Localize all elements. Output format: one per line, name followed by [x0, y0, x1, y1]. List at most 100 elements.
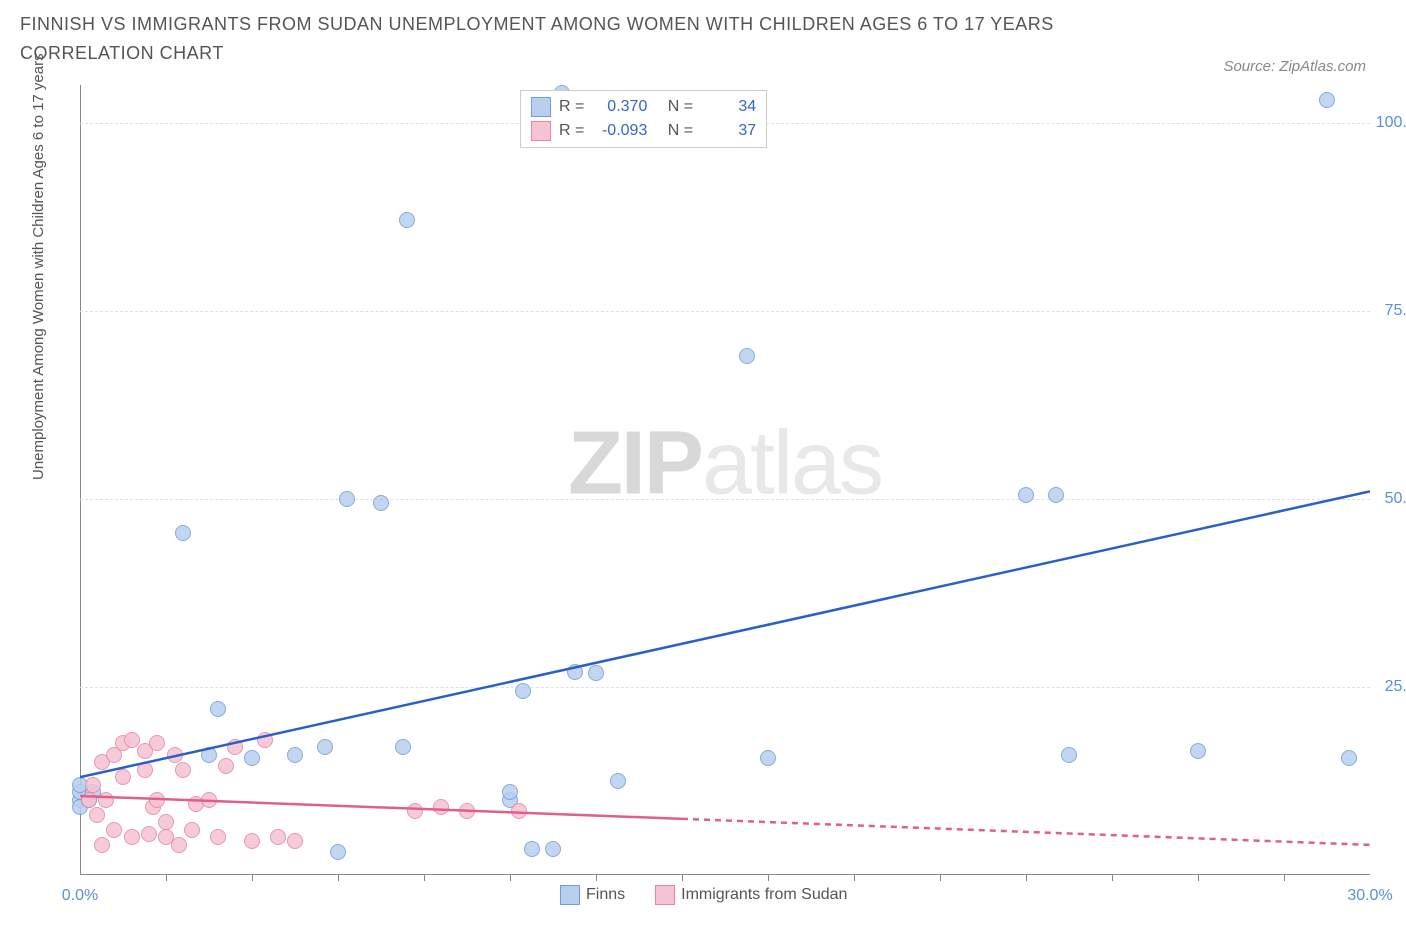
data-point [85, 777, 101, 793]
legend-swatch-sudan [655, 885, 675, 905]
stats-row-sudan: R = -0.093 N = 37 [531, 119, 756, 143]
data-point [94, 837, 110, 853]
data-point [257, 732, 273, 748]
data-point [124, 829, 140, 845]
stat-n-value-sudan: 37 [701, 119, 756, 143]
data-point [433, 799, 449, 815]
data-point [81, 792, 97, 808]
legend-label-finns: Finns [586, 886, 625, 904]
x-minor-tick [682, 875, 683, 881]
data-point [760, 750, 776, 766]
legend-item-finns: Finns [560, 885, 625, 905]
data-point [407, 803, 423, 819]
data-point [502, 784, 518, 800]
y-tick-label: 75.0% [1385, 302, 1406, 320]
correlation-stats-box: R = 0.370 N = 34 R = -0.093 N = 37 [520, 90, 767, 148]
y-tick-label: 50.0% [1385, 490, 1406, 508]
x-minor-tick [1284, 875, 1285, 881]
data-point [395, 739, 411, 755]
x-minor-tick [768, 875, 769, 881]
x-minor-tick [1112, 875, 1113, 881]
data-point [1190, 743, 1206, 759]
data-point [141, 826, 157, 842]
stat-r-label: R = [559, 95, 584, 119]
legend-label-sudan: Immigrants from Sudan [681, 886, 847, 904]
x-minor-tick [252, 875, 253, 881]
data-point [137, 762, 153, 778]
x-minor-tick [338, 875, 339, 881]
data-point [399, 212, 415, 228]
data-point [339, 491, 355, 507]
data-point [511, 803, 527, 819]
data-point [149, 792, 165, 808]
data-point [98, 792, 114, 808]
data-point [106, 822, 122, 838]
grid-line [80, 311, 1370, 312]
data-point [175, 762, 191, 778]
stat-n-label: N = [668, 95, 693, 119]
data-point [739, 348, 755, 364]
data-point [244, 750, 260, 766]
x-minor-tick [424, 875, 425, 881]
data-point [210, 701, 226, 717]
data-point [175, 525, 191, 541]
y-tick-label: 25.0% [1385, 678, 1406, 696]
data-point [167, 747, 183, 763]
data-point [567, 664, 583, 680]
x-minor-tick [596, 875, 597, 881]
data-point [115, 769, 131, 785]
legend: Finns Immigrants from Sudan [560, 885, 847, 905]
data-point [373, 495, 389, 511]
grid-line [80, 687, 1370, 688]
x-minor-tick [1198, 875, 1199, 881]
y-axis-label: Unemployment Among Women with Children A… [30, 53, 47, 480]
stat-n-label: N = [668, 119, 693, 143]
data-point [218, 758, 234, 774]
chart-title: FINNISH VS IMMIGRANTS FROM SUDAN UNEMPLO… [20, 10, 1120, 68]
data-point [588, 665, 604, 681]
data-point [545, 841, 561, 857]
x-minor-tick [166, 875, 167, 881]
data-point [184, 822, 200, 838]
x-tick-label: 0.0% [62, 887, 98, 905]
legend-item-sudan: Immigrants from Sudan [655, 885, 847, 905]
stat-r-label: R = [559, 119, 584, 143]
x-minor-tick [854, 875, 855, 881]
x-minor-tick [510, 875, 511, 881]
data-point [610, 773, 626, 789]
x-minor-tick [940, 875, 941, 881]
data-point [1341, 750, 1357, 766]
data-point [330, 844, 346, 860]
swatch-sudan [531, 121, 551, 141]
grid-line [80, 499, 1370, 500]
data-point [244, 833, 260, 849]
data-point [287, 747, 303, 763]
x-minor-tick [1026, 875, 1027, 881]
y-tick-label: 100.0% [1376, 114, 1406, 132]
data-point [270, 829, 286, 845]
legend-swatch-finns [560, 885, 580, 905]
x-tick-label: 30.0% [1347, 887, 1392, 905]
data-point [524, 841, 540, 857]
data-point [317, 739, 333, 755]
x-axis-line [80, 874, 1370, 875]
data-point [158, 814, 174, 830]
data-point [459, 803, 475, 819]
data-point [515, 683, 531, 699]
stat-r-value-sudan: -0.093 [592, 119, 647, 143]
data-point [1018, 487, 1034, 503]
stat-n-value-finns: 34 [701, 95, 756, 119]
data-point [1061, 747, 1077, 763]
data-point [210, 829, 226, 845]
data-point [89, 807, 105, 823]
data-point [201, 792, 217, 808]
data-point [227, 739, 243, 755]
swatch-finns [531, 97, 551, 117]
data-point [1048, 487, 1064, 503]
data-point [1319, 92, 1335, 108]
data-point [149, 735, 165, 751]
data-point [171, 837, 187, 853]
source-attribution: Source: ZipAtlas.com [1223, 58, 1366, 75]
data-point [201, 747, 217, 763]
chart-plot-area: ZIPatlas 25.0%50.0%75.0%100.0% 0.0%30.0%… [80, 85, 1370, 875]
